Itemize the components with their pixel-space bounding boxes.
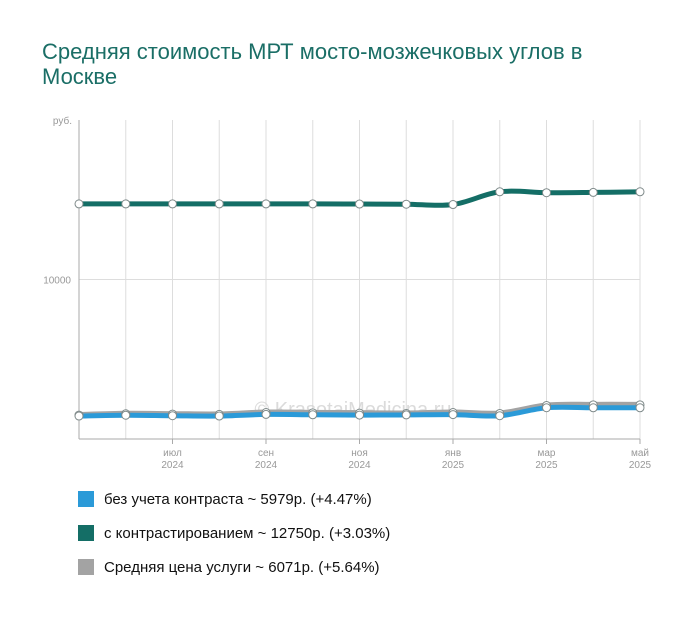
x-tick-label: июл xyxy=(163,448,182,459)
data-point xyxy=(588,403,598,413)
data-point xyxy=(355,410,364,420)
data-point xyxy=(495,187,505,197)
data-point xyxy=(308,410,318,420)
legend-label: Средняя цена услуги ~ 6071р. (+5.64%) xyxy=(104,558,380,576)
data-point xyxy=(542,403,551,413)
data-point xyxy=(121,410,131,420)
data-point xyxy=(121,199,131,209)
legend-swatch xyxy=(78,525,94,541)
data-point xyxy=(635,187,645,197)
x-tick-label: сен xyxy=(258,448,274,459)
data-point xyxy=(635,403,645,413)
data-point xyxy=(214,411,224,421)
x-tick-label: мар xyxy=(538,448,556,459)
data-point xyxy=(261,409,271,419)
data-point xyxy=(401,199,411,209)
legend: без учета контраста ~ 5979р. (+4.47%) с … xyxy=(78,488,390,590)
x-tick-year: 2024 xyxy=(348,460,371,471)
data-point xyxy=(74,199,84,209)
data-point xyxy=(588,187,598,197)
x-tick-year: 2024 xyxy=(161,460,184,471)
data-point xyxy=(542,188,551,198)
data-point xyxy=(355,199,364,209)
data-point xyxy=(168,411,177,421)
y-axis-unit: руб. xyxy=(53,115,72,127)
legend-item[interactable]: без учета контраста ~ 5979р. (+4.47%) xyxy=(78,488,390,510)
y-tick-label: 10000 xyxy=(43,276,71,287)
x-tick-label: май xyxy=(631,448,649,459)
x-tick-label: ноя xyxy=(351,448,368,459)
x-tick-label: янв xyxy=(445,448,461,459)
x-tick-year: 2024 xyxy=(255,460,278,471)
data-point xyxy=(168,199,177,209)
legend-label: без учета контраста ~ 5979р. (+4.47%) xyxy=(104,490,372,508)
data-point xyxy=(495,411,505,421)
data-point xyxy=(448,200,458,210)
data-point xyxy=(214,199,224,209)
data-point xyxy=(261,199,271,209)
legend-item[interactable]: с контрастированием ~ 12750р. (+3.03%) xyxy=(78,522,390,544)
data-point xyxy=(308,199,318,209)
grid xyxy=(79,120,641,439)
axes: 10000июл2024сен2024ноя2024янв2025мар2025… xyxy=(43,120,652,471)
x-tick-year: 2025 xyxy=(442,460,465,471)
series xyxy=(74,187,645,421)
chart-title: Средняя стоимость МРТ мосто-мозжечковых … xyxy=(42,39,583,89)
data-point xyxy=(74,411,84,421)
data-point xyxy=(448,410,458,420)
legend-item[interactable]: Средняя цена услуги ~ 6071р. (+5.64%) xyxy=(78,556,390,578)
legend-swatch xyxy=(78,491,94,507)
data-point xyxy=(401,410,411,420)
legend-label: с контрастированием ~ 12750р. (+3.03%) xyxy=(104,524,391,542)
x-tick-year: 2025 xyxy=(629,460,652,471)
legend-swatch xyxy=(78,559,94,575)
x-tick-year: 2025 xyxy=(535,460,558,471)
